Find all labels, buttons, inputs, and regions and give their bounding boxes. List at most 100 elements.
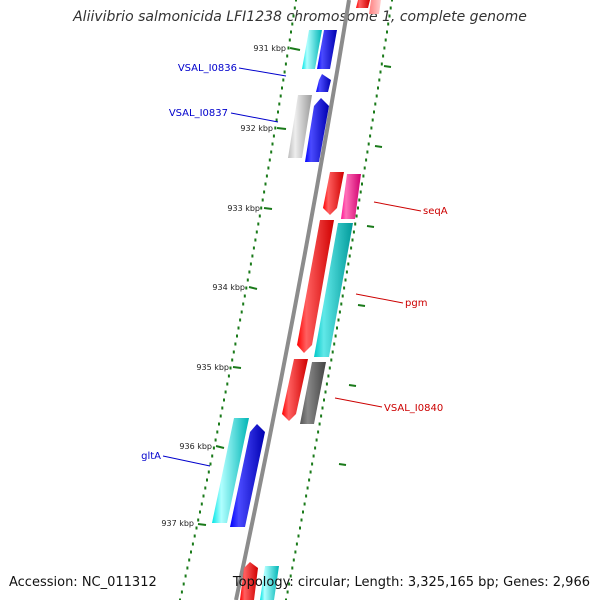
guide-dot: [224, 390, 227, 394]
guide-dot: [265, 174, 268, 178]
dotted-guide-left: [179, 0, 297, 600]
guide-dot: [212, 446, 215, 450]
tick-mark: [263, 207, 273, 210]
gene-feature-vsal-i0840[interactable]: [300, 362, 326, 424]
guide-dot: [350, 246, 353, 250]
guide-dot: [338, 310, 341, 314]
guide-dot: [207, 470, 210, 474]
gene-feature-gray-1[interactable]: [288, 95, 312, 158]
guide-dot: [257, 222, 260, 226]
guide-dot: [333, 342, 336, 346]
guide-dot: [254, 238, 257, 242]
gene-feature-seqa[interactable]: [341, 174, 361, 219]
guide-dot: [240, 310, 243, 314]
leader-pgm: [355, 293, 404, 304]
guide-dot: [379, 70, 382, 74]
gene-feature-vsal-i0836[interactable]: [316, 74, 331, 92]
guide-dot: [359, 190, 362, 194]
gene-feature-gltA[interactable]: [212, 418, 249, 523]
tick-mark: [197, 523, 207, 526]
guide-dot: [345, 270, 348, 274]
gene-feature-pgm[interactable]: [314, 223, 353, 357]
gene-label-vsal-i0837: VSAL_I0837: [169, 108, 228, 119]
guide-dot: [327, 374, 330, 378]
guide-dot: [312, 454, 315, 458]
guide-dot: [336, 326, 338, 330]
guide-dot: [363, 166, 366, 170]
guide-dot: [387, 22, 390, 26]
guide-dot: [190, 550, 192, 554]
gene-feature-bottom-cyan[interactable]: [260, 566, 279, 600]
gene-feature-red-2[interactable]: [297, 220, 334, 353]
gene-feature-top-red[interactable]: [356, 0, 370, 8]
guide-dot: [193, 534, 196, 538]
tick-mark: [276, 127, 287, 130]
gene-feature-cyan-1[interactable]: [302, 30, 322, 69]
guide-dot: [295, 0, 297, 2]
guide-dot: [226, 382, 229, 386]
gene-feature-red-3[interactable]: [282, 359, 308, 421]
guide-dot: [300, 518, 303, 522]
guide-dot: [299, 526, 301, 530]
guide-dot: [229, 366, 232, 370]
guide-dot: [355, 214, 358, 218]
guide-dot: [281, 86, 283, 90]
guide-dot: [374, 102, 377, 106]
tick-mark: [289, 47, 301, 51]
guide-dot: [255, 230, 258, 234]
guide-dot: [284, 62, 287, 66]
guide-dot: [325, 382, 328, 386]
guide-dot: [347, 262, 350, 266]
guide-dot: [234, 342, 237, 346]
guide-dot: [242, 302, 245, 306]
guide-dot: [268, 158, 271, 162]
guide-dot: [375, 94, 378, 98]
tick-label-932: 932 kbp: [240, 124, 273, 133]
gene-feature-blue-2[interactable]: [230, 424, 265, 527]
gene-feature-red-1[interactable]: [323, 172, 344, 215]
guide-dot: [365, 158, 368, 162]
guide-dot: [377, 86, 379, 90]
gene-feature-blue-1[interactable]: [317, 30, 337, 69]
guide-dot: [275, 118, 278, 122]
minor-tick-mark: [383, 65, 392, 68]
guide-dot: [249, 262, 252, 266]
guide-dot: [186, 566, 189, 570]
guide-dot: [206, 478, 208, 482]
guide-dot: [263, 190, 266, 194]
guide-dot: [366, 150, 369, 154]
tick-label-933: 933 kbp: [227, 204, 260, 213]
guide-dot: [236, 334, 238, 338]
guide-dot: [237, 326, 240, 330]
tick-label-934: 934 kbp: [212, 283, 245, 292]
guide-dot: [251, 254, 254, 258]
guide-dot: [331, 350, 334, 354]
guide-dot: [287, 46, 290, 50]
guide-dot: [199, 510, 201, 514]
guide-dot: [293, 6, 296, 10]
guide-dot: [343, 286, 346, 290]
topology-label: Topology: circular; Length: 3,325,165 bp…: [232, 575, 590, 590]
guide-dot: [260, 206, 263, 210]
tick-label-937: 937 kbp: [161, 519, 194, 528]
guide-dot: [277, 110, 279, 114]
guide-dot: [267, 166, 270, 170]
minor-tick-mark: [338, 463, 347, 466]
guide-dot: [286, 54, 289, 58]
guide-dot: [243, 294, 246, 298]
guide-dot: [318, 422, 321, 426]
guide-dot: [223, 398, 225, 402]
guide-dot: [341, 294, 344, 298]
minor-tick-mark: [348, 384, 357, 387]
leader-vsal-i0840: [334, 397, 383, 408]
guide-dot: [320, 414, 323, 418]
gene-feature-bottom-red[interactable]: [240, 562, 258, 600]
guide-dot: [289, 574, 292, 578]
guide-dot: [386, 30, 388, 34]
chromosome-backbone: [234, 0, 351, 600]
guide-dot: [292, 14, 295, 18]
gene-feature-top-pink[interactable]: [369, 0, 381, 14]
guide-dot: [340, 302, 343, 306]
gene-feature-vsal-i0837[interactable]: [305, 98, 329, 162]
